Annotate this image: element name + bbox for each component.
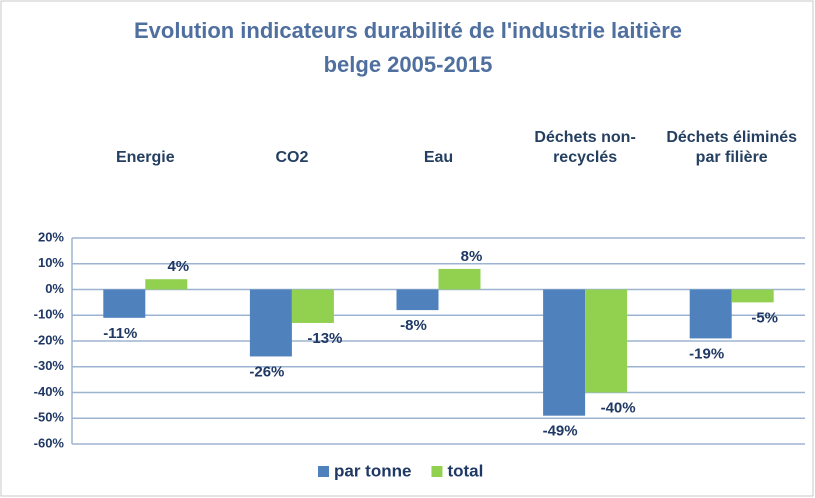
bar (543, 289, 586, 416)
category-label: Déchets non-recyclés (534, 129, 636, 166)
chart-title: Evolution indicateurs durabilité de l'in… (134, 18, 682, 43)
data-label: -11% (103, 325, 137, 342)
y-tick-label: -30% (34, 358, 65, 373)
category-label: Eau (423, 149, 454, 166)
data-label: -26% (249, 363, 284, 380)
data-label: -8% (400, 317, 427, 334)
bar (103, 289, 146, 318)
bar (689, 289, 732, 339)
y-tick-label: 0% (45, 281, 64, 296)
data-label: -40% (601, 399, 636, 416)
chart-title: belge 2005-2015 (324, 52, 493, 77)
data-label: 8% (461, 248, 483, 265)
bar (438, 268, 481, 290)
legend-swatch (318, 466, 329, 477)
category-label: CO2 (275, 149, 309, 166)
bar (396, 289, 439, 311)
y-tick-label: -40% (34, 384, 65, 399)
y-tick-label: 20% (38, 229, 64, 244)
legend-label: par tonne (334, 461, 411, 480)
data-label: -49% (543, 423, 578, 440)
bar (585, 289, 628, 393)
bar (145, 279, 188, 290)
bar (731, 289, 774, 303)
bar (249, 289, 292, 357)
y-tick-label: -50% (34, 410, 65, 425)
data-label: -13% (307, 330, 342, 347)
y-tick-label: -10% (34, 307, 65, 322)
legend-label: total (447, 461, 483, 480)
y-tick-label: 10% (38, 255, 64, 270)
legend-swatch (431, 466, 443, 477)
data-label: -19% (689, 345, 724, 362)
bar (291, 289, 334, 323)
category-label: Déchets éliminés par filière (666, 129, 798, 166)
y-tick-label: -60% (34, 435, 65, 450)
data-label: -5% (751, 309, 778, 326)
category-label: Energie (115, 149, 175, 166)
y-tick-label: -20% (34, 332, 65, 347)
data-label: 4% (167, 258, 189, 275)
